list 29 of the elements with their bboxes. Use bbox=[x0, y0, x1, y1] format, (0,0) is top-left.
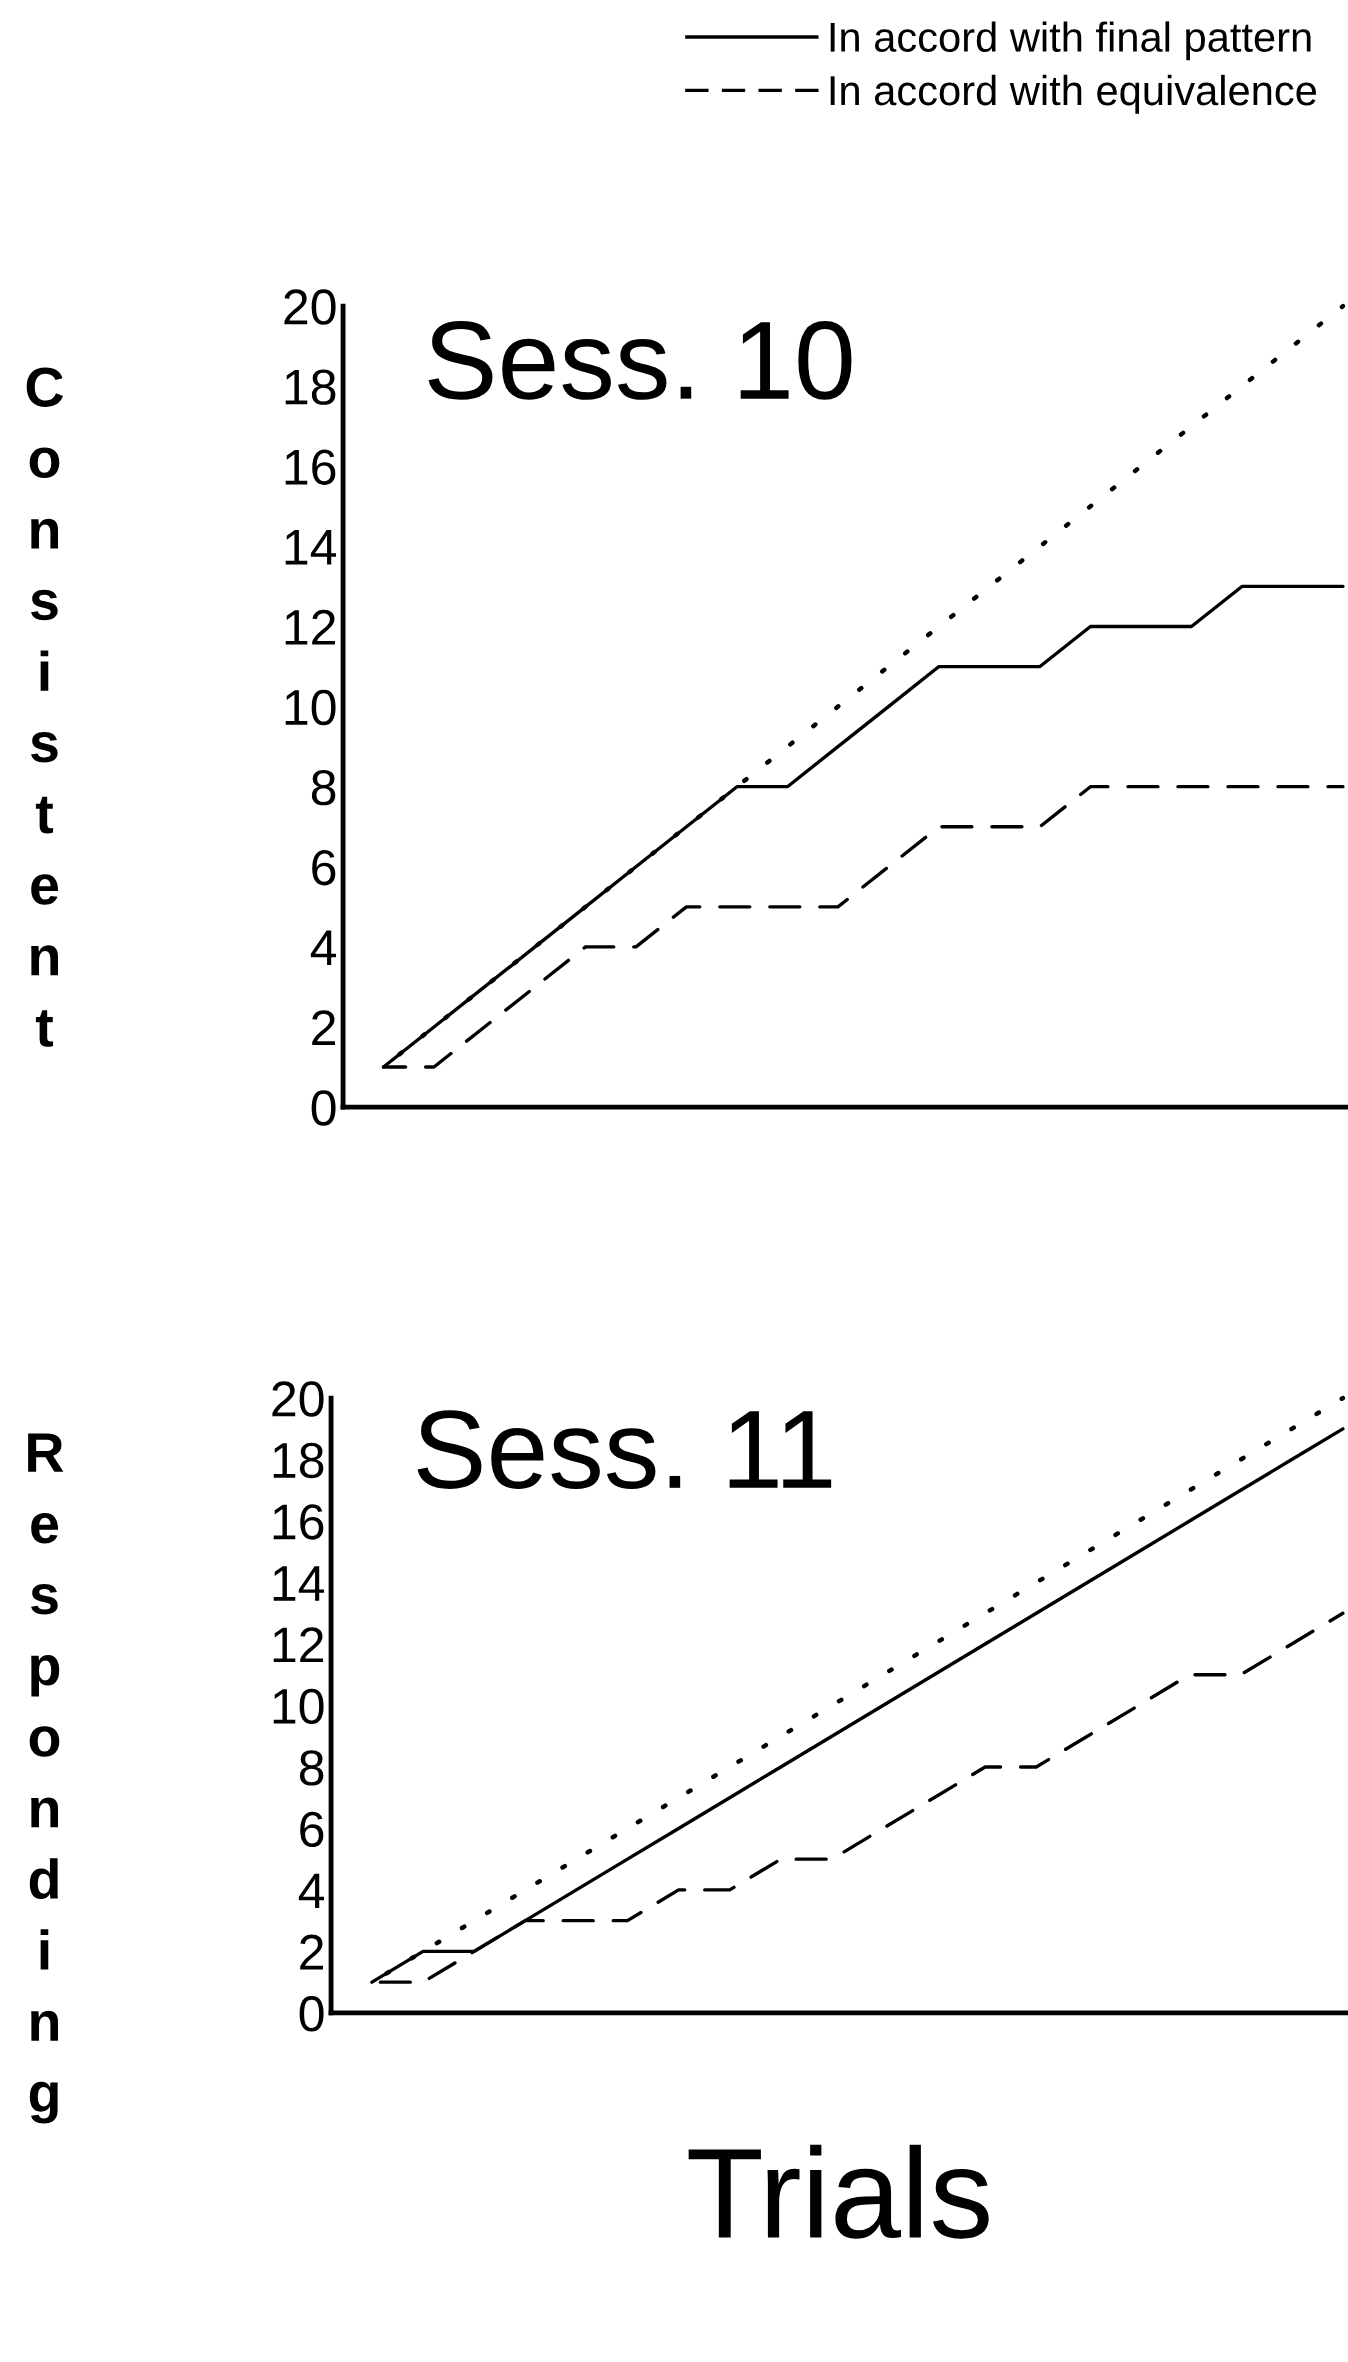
y-tick-label: 12 bbox=[273, 1627, 324, 1663]
y-tick-label: 14 bbox=[273, 1566, 325, 1601]
y-tick-label: 18 bbox=[273, 1442, 324, 1479]
legend-label: In accord with final pattern bbox=[830, 21, 1311, 61]
y-tick-label: 20 bbox=[272, 1381, 324, 1417]
y-tick-label: 2 bbox=[300, 1934, 324, 1970]
y-tick-label: 12 bbox=[285, 609, 336, 645]
y-tick-label: 0 bbox=[299, 1996, 324, 2032]
y-tick-label: 10 bbox=[285, 689, 336, 726]
y-tick-label: 6 bbox=[312, 849, 336, 886]
y-tick-label: 0 bbox=[311, 1090, 336, 1126]
text: Consistent bbox=[26, 367, 64, 1047]
y-tick-label: 2 bbox=[312, 1010, 335, 1046]
y-tick-label: 8 bbox=[311, 769, 336, 806]
y-tick-label: 4 bbox=[310, 930, 337, 965]
y-tick-label: 16 bbox=[273, 1504, 324, 1540]
y-tick-label: 16 bbox=[285, 449, 336, 485]
y-tick-label: 10 bbox=[273, 1688, 324, 1725]
y-tick-label: 14 bbox=[285, 530, 337, 565]
y-tick-label: 4 bbox=[298, 1873, 325, 1909]
y-tick-label: 18 bbox=[285, 369, 336, 405]
y-tick-label: 8 bbox=[299, 1750, 324, 1786]
chart-title: Sess. 11 bbox=[417, 1410, 832, 1489]
text: Responding bbox=[28, 1433, 64, 2124]
x-axis-title: Trials bbox=[688, 2144, 989, 2239]
y-tick-label: 20 bbox=[284, 289, 336, 325]
chart-title: Sess. 10 bbox=[428, 321, 852, 400]
y-tick-label: 6 bbox=[300, 1811, 324, 1848]
legend-label: In accord with equivalence bbox=[830, 74, 1317, 114]
